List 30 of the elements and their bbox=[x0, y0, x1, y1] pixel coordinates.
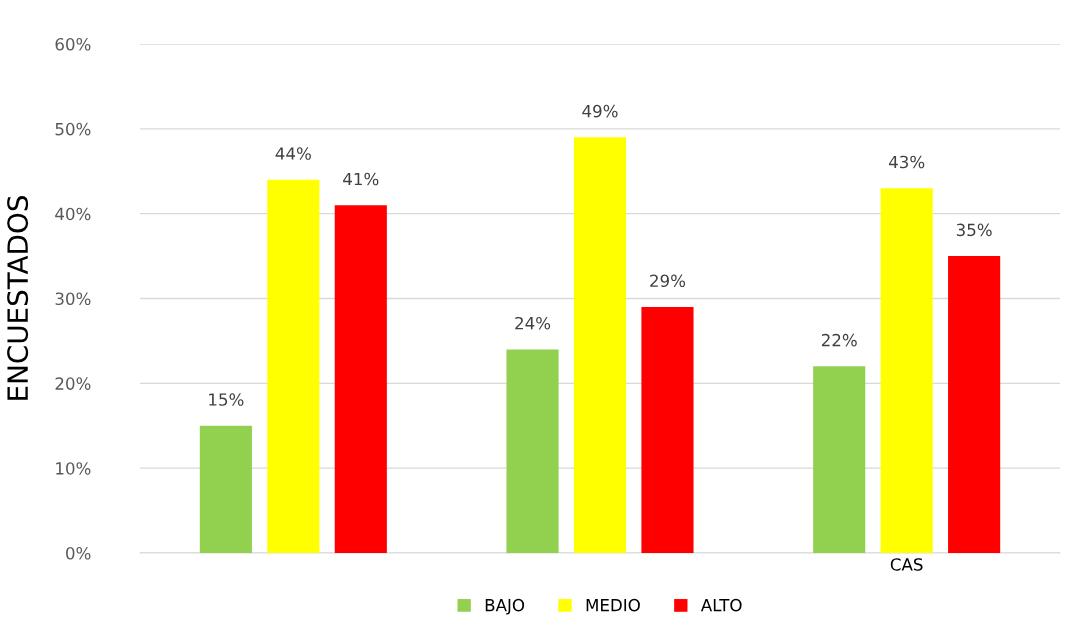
legend-label: MEDIO bbox=[586, 598, 640, 612]
bar bbox=[880, 188, 933, 553]
y-axis-title: ENCUESTADOS bbox=[7, 196, 29, 400]
bar bbox=[813, 366, 866, 553]
data-label: 43% bbox=[888, 155, 925, 169]
data-label: 22% bbox=[821, 333, 857, 347]
bar bbox=[199, 425, 252, 553]
y-tick-label: 20% bbox=[55, 377, 91, 390]
bar bbox=[334, 205, 387, 553]
data-label: 24% bbox=[515, 316, 551, 330]
legend-label: ALTO bbox=[700, 598, 742, 612]
bar bbox=[641, 306, 694, 553]
data-label: 44% bbox=[275, 147, 311, 160]
data-label: 41% bbox=[343, 172, 379, 186]
y-tick-label: 0% bbox=[66, 546, 91, 560]
bar bbox=[506, 349, 559, 553]
data-label: 35% bbox=[956, 223, 992, 237]
bar bbox=[948, 256, 1001, 553]
data-label: 29% bbox=[650, 274, 686, 288]
y-tick-label: 40% bbox=[55, 207, 91, 221]
y-tick-label: 30% bbox=[55, 292, 91, 306]
bar bbox=[573, 137, 627, 553]
y-tick-label: 60% bbox=[55, 37, 91, 51]
y-tick-label: 50% bbox=[55, 122, 91, 136]
data-label: 15% bbox=[209, 393, 244, 406]
legend-label: BAJO bbox=[485, 598, 525, 615]
x-tick-label: CAS bbox=[890, 558, 923, 571]
bar bbox=[267, 179, 320, 553]
data-label: 49% bbox=[582, 104, 618, 118]
y-tick-label: 10% bbox=[56, 462, 91, 475]
